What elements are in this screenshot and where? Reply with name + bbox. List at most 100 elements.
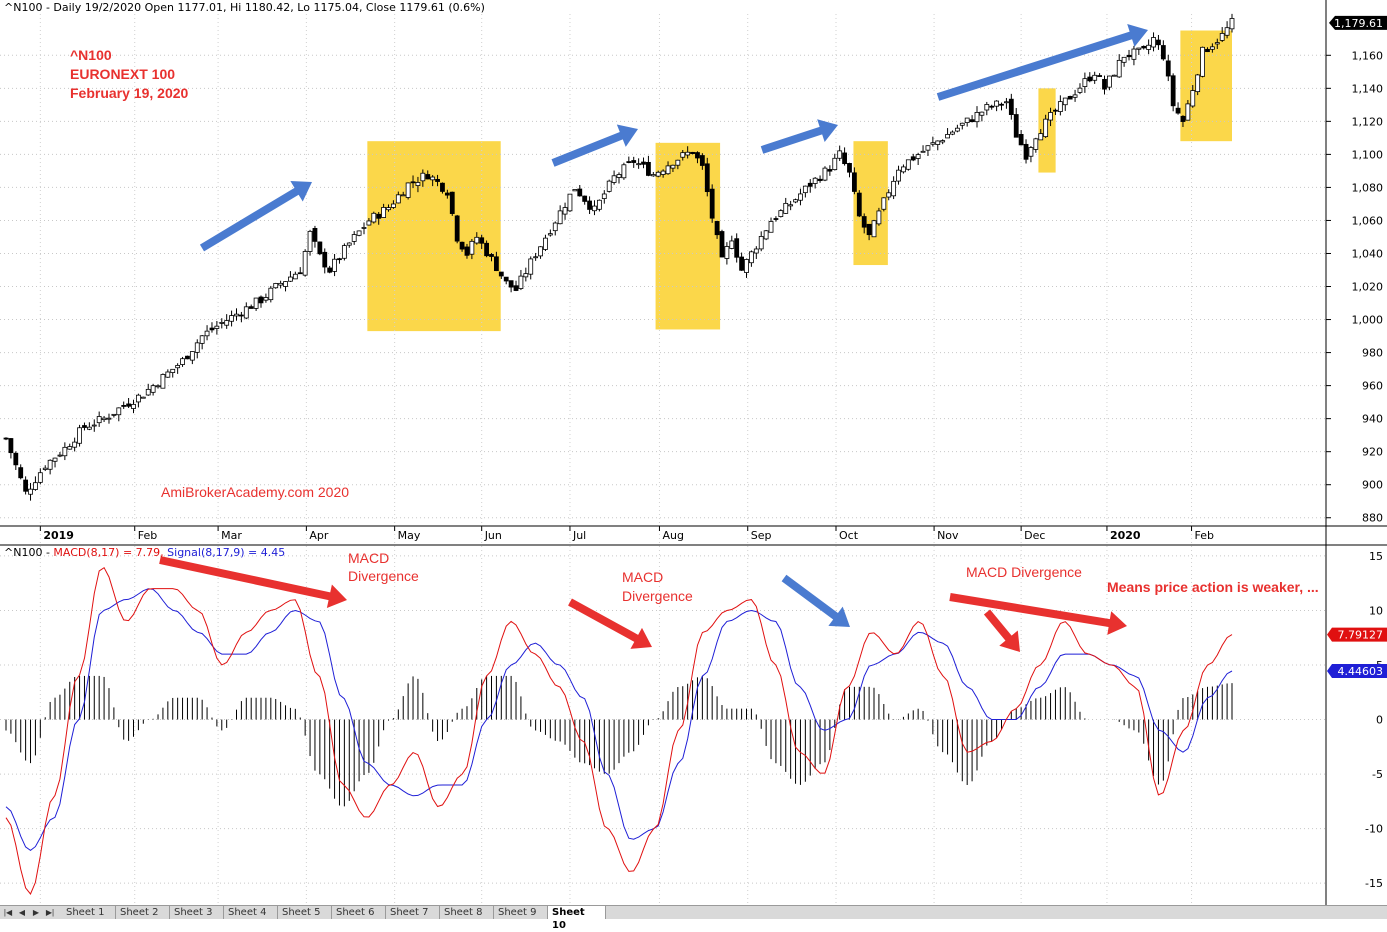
- candle-body: [1102, 79, 1107, 90]
- candle: [371, 211, 377, 224]
- candle-body: [719, 231, 725, 258]
- candle: [901, 164, 906, 174]
- date-tick-label: Dec: [1024, 529, 1045, 542]
- candle-body: [974, 112, 980, 123]
- sheet-tab[interactable]: Sheet 2: [116, 906, 170, 919]
- first-sheet-icon[interactable]: |◀: [3, 908, 13, 917]
- down-arrow-1-shape: [159, 556, 347, 608]
- sheet-tab[interactable]: Sheet 10: [548, 906, 606, 931]
- candle: [606, 179, 612, 193]
- candle-body: [783, 202, 789, 214]
- candle: [346, 242, 352, 248]
- candle: [77, 424, 82, 447]
- candle: [626, 156, 632, 164]
- date-tick-label: 2019: [43, 529, 74, 542]
- sheet-tab[interactable]: Sheet 3: [170, 906, 224, 919]
- candle-body: [395, 194, 401, 204]
- candle: [601, 190, 607, 204]
- candle: [925, 145, 931, 156]
- candle-body: [685, 151, 691, 156]
- candle-body: [503, 276, 509, 282]
- candle: [283, 281, 288, 292]
- candle-body: [1053, 109, 1058, 112]
- candle: [1160, 40, 1166, 61]
- price-tick-label: 900: [1362, 479, 1383, 492]
- sheet-tab[interactable]: Sheet 5: [278, 906, 332, 919]
- sheet-tab[interactable]: Sheet 8: [440, 906, 494, 919]
- candle: [749, 250, 754, 267]
- next-sheet-icon[interactable]: ▶: [32, 908, 40, 917]
- candle: [1067, 95, 1073, 100]
- prev-sheet-icon[interactable]: ◀: [18, 908, 26, 917]
- macd-header-macd: MACD(8,17) = 7.79,: [53, 546, 164, 559]
- candle-body: [547, 233, 553, 236]
- candle: [538, 246, 543, 259]
- price-tick-label: 1,000: [1352, 314, 1384, 327]
- sheet-tab[interactable]: Sheet 1: [62, 906, 116, 919]
- candle: [837, 145, 843, 162]
- candle-body: [847, 162, 852, 173]
- down-arrow-2: [568, 598, 653, 649]
- candle-body: [518, 275, 524, 289]
- candle-body: [356, 230, 362, 236]
- candle-body: [611, 175, 617, 183]
- candle: [180, 356, 185, 367]
- weakness-note: Means price action is weaker, ...: [1107, 579, 1319, 595]
- candle-body: [1077, 87, 1083, 93]
- candle: [189, 351, 195, 365]
- candle: [572, 189, 578, 192]
- candle-body: [523, 273, 529, 278]
- candle: [400, 191, 406, 197]
- up-arrow-2-shape: [551, 124, 638, 167]
- candle: [454, 214, 460, 244]
- candle: [381, 203, 387, 218]
- candle: [1185, 100, 1191, 121]
- candle-body: [930, 142, 936, 145]
- candle-body: [861, 216, 867, 228]
- ticker-line-3: February 19, 2020: [70, 85, 189, 101]
- date-tick-label: Nov: [937, 529, 959, 542]
- candle-body: [278, 282, 284, 286]
- candle-body: [1087, 76, 1093, 82]
- candle: [165, 369, 171, 378]
- candle-body: [567, 193, 573, 212]
- candle: [386, 204, 391, 212]
- sheet-tab[interactable]: Sheet 7: [386, 906, 440, 919]
- sheet-tab[interactable]: Sheet 4: [224, 906, 278, 919]
- candle: [405, 182, 411, 200]
- candle: [650, 172, 656, 177]
- candle: [670, 164, 676, 173]
- candle: [905, 159, 911, 171]
- candle: [979, 111, 985, 122]
- candle-body: [1072, 94, 1078, 98]
- candle: [861, 213, 867, 234]
- candle-body: [1185, 103, 1191, 121]
- candle: [1224, 21, 1230, 39]
- candle: [307, 229, 313, 256]
- candle-body: [1107, 75, 1112, 88]
- candle-body: [253, 297, 259, 309]
- candle-body: [1156, 39, 1161, 46]
- candle: [292, 271, 298, 280]
- sheet-tab[interactable]: Sheet 6: [332, 906, 386, 919]
- candle-body: [1013, 114, 1019, 138]
- candle-body: [744, 259, 749, 273]
- candle: [1209, 43, 1215, 53]
- candle-body: [954, 127, 960, 132]
- candle-body: [126, 403, 131, 407]
- ticker-annotation: ^N100 EURONEXT 100 February 19, 2020: [70, 46, 188, 103]
- candle-body: [361, 227, 367, 229]
- candle-body: [170, 368, 176, 373]
- candle-body: [248, 306, 254, 309]
- macd-header-signal: Signal(8,17,9) = 4.45: [167, 546, 286, 559]
- candle-body: [699, 155, 705, 166]
- date-tick-label: Jun: [484, 529, 502, 542]
- candle: [489, 253, 494, 262]
- candle-body: [1082, 78, 1088, 87]
- last-sheet-icon[interactable]: ▶|: [45, 908, 55, 917]
- candle-body: [1008, 98, 1014, 115]
- sheet-tab[interactable]: Sheet 9: [494, 906, 548, 919]
- candle: [758, 231, 764, 252]
- candle: [950, 130, 955, 136]
- price-tick-label: 1,160: [1352, 49, 1384, 62]
